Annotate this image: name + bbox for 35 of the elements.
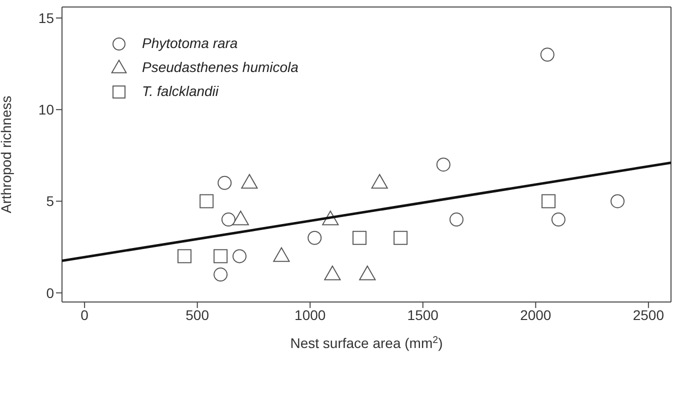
point <box>394 230 408 245</box>
legend-label: T. falcklandii <box>142 83 219 99</box>
point <box>610 194 625 208</box>
x-tick-label: 2500 <box>632 306 664 323</box>
y-axis-title: Arthropod richness <box>0 96 14 214</box>
y-tick-label: 0 <box>46 284 54 301</box>
point <box>214 249 228 264</box>
legend-label: Phytotoma rara <box>142 35 238 51</box>
x-tick-label: 1500 <box>407 306 439 323</box>
point <box>359 266 376 280</box>
point <box>324 266 341 280</box>
x-tick-label: 1000 <box>294 306 326 323</box>
x-tick-label: 0 <box>80 306 89 323</box>
point <box>221 212 236 227</box>
point <box>436 158 450 172</box>
x-tick-label: 500 <box>186 306 210 323</box>
point <box>232 210 249 226</box>
point <box>542 194 556 208</box>
point <box>551 212 566 227</box>
point <box>218 176 232 190</box>
y-tick-label: 5 <box>46 193 54 210</box>
y-tick-label: 10 <box>38 102 54 118</box>
point <box>540 48 554 62</box>
point <box>308 230 322 245</box>
x-axis-title: Nest surface area (mm$^{2}$) <box>290 334 443 351</box>
point <box>449 212 464 227</box>
point <box>214 268 228 282</box>
x-tick-label: 2000 <box>520 306 552 323</box>
point <box>177 249 192 264</box>
legend-label: Pseudasthenes humicola <box>142 59 298 75</box>
point <box>352 230 367 245</box>
point <box>200 194 214 208</box>
y-tick-label: 15 <box>38 10 54 26</box>
point <box>232 249 247 264</box>
point <box>273 247 290 262</box>
